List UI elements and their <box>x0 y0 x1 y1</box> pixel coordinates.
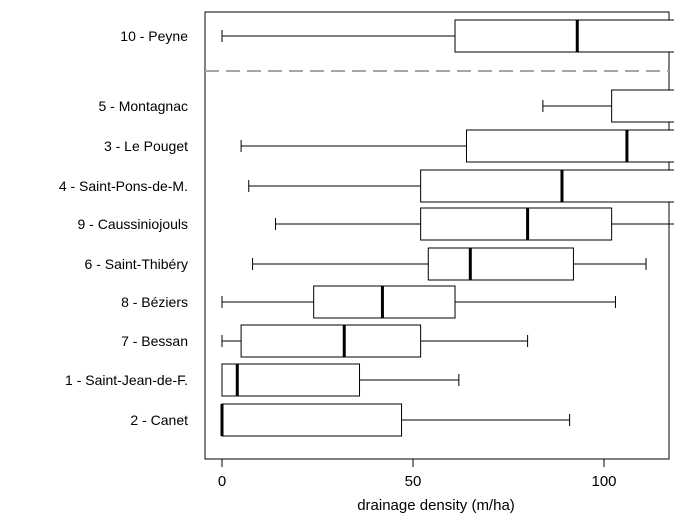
iqr-box <box>611 89 674 123</box>
iqr-box <box>221 363 361 397</box>
x-axis-label: drainage density (m/ha) <box>357 497 515 514</box>
box-row: 5 - Montagnac <box>99 89 674 123</box>
category-label: 8 - Béziers <box>121 294 188 310</box>
category-label: 1 - Saint-Jean-de-F. <box>65 372 188 388</box>
box-row: 3 - Le Pouget <box>104 129 674 163</box>
iqr-box <box>313 285 456 319</box>
category-label: 4 - Saint-Pons-de-M. <box>59 178 188 194</box>
box-row: 6 - Saint-Thibéry <box>85 247 647 281</box>
iqr-box <box>454 19 674 53</box>
iqr-box <box>420 169 674 203</box>
iqr-box <box>240 324 422 358</box>
iqr-box <box>221 403 403 437</box>
category-label: 10 - Peyne <box>120 28 188 44</box>
plot-area-frame <box>204 11 670 460</box>
category-label: 2 - Canet <box>130 412 188 428</box>
x-tick-label: 100 <box>591 473 616 490</box>
box-row: 1 - Saint-Jean-de-F. <box>65 363 460 397</box>
box-row: 2 - Canet <box>130 403 571 437</box>
category-label: 6 - Saint-Thibéry <box>85 256 188 272</box>
box-row: 9 - Caussiniojouls <box>78 207 674 241</box>
category-label: 5 - Montagnac <box>99 98 189 114</box>
x-tick-label: 50 <box>405 473 422 490</box>
category-label: 9 - Caussiniojouls <box>78 216 189 232</box>
iqr-box <box>465 129 674 163</box>
box-row: 8 - Béziers <box>121 285 616 319</box>
category-label: 7 - Bessan <box>121 333 188 349</box>
box-row: 4 - Saint-Pons-de-M. <box>59 169 674 203</box>
box-row: 7 - Bessan <box>121 324 529 358</box>
box-row: 10 - Peyne <box>120 19 674 53</box>
x-tick-label: 0 <box>218 473 226 490</box>
iqr-box <box>420 207 613 241</box>
category-label: 3 - Le Pouget <box>104 138 188 154</box>
iqr-box <box>427 247 574 281</box>
